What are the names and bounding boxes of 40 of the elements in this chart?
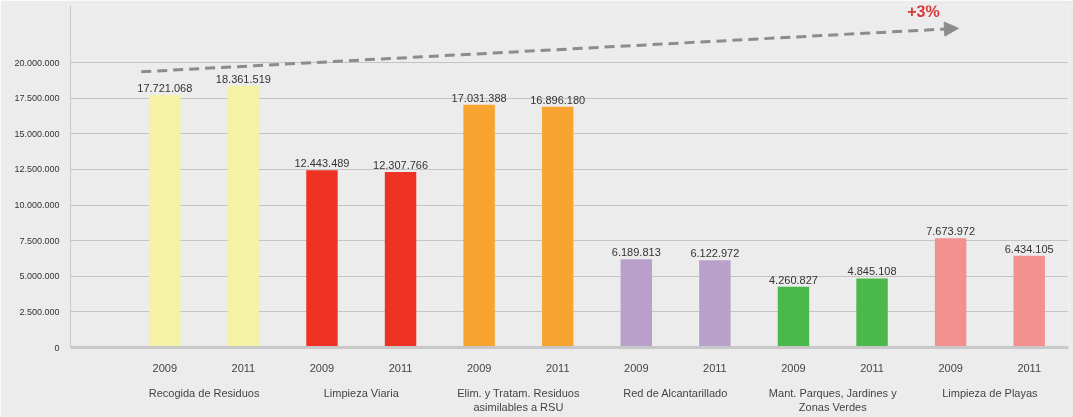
x-tick-label: Mant. Parques, Jardines y Zonas Verdes — [768, 386, 898, 413]
data-label: 4.260.827 — [768, 273, 818, 286]
series-label: 2011 — [231, 361, 256, 374]
text: 2009 — [781, 361, 806, 374]
text: 2011 — [860, 361, 884, 374]
x-tick-label: Limpieza Viaria — [323, 386, 400, 399]
y-tick-label: 12.500.000 — [14, 164, 60, 175]
data-label: 12.307.766 — [373, 159, 429, 172]
data-label: 17.721.068 — [137, 81, 193, 94]
data-label: 6.122.972 — [690, 247, 740, 260]
y-tick-label: 15.000.000 — [14, 128, 60, 139]
data-label: 12.443.489 — [294, 157, 350, 170]
y-tick-label: 17.500.000 — [14, 93, 60, 104]
series-label: 2009 — [152, 361, 178, 374]
data-label: 6.434.105 — [1004, 242, 1054, 255]
y-tick-label: 7.500.000 — [19, 235, 60, 246]
text: 2009 — [466, 361, 492, 374]
data-label: 6.189.813 — [611, 246, 661, 259]
text: 2011 — [388, 361, 413, 374]
data-label: 4.845.108 — [847, 265, 897, 278]
text: 2009 — [309, 361, 335, 374]
text: 2009 — [624, 361, 649, 374]
text: 2011 — [545, 361, 570, 374]
data-label: 7.673.972 — [926, 225, 976, 238]
x-tick-label: Elim. y Tratam. Residuos asimilables a RSU — [457, 386, 580, 413]
y-tick-label: 5.000.000 — [19, 271, 60, 282]
data-label: 17.031.388 — [451, 91, 507, 104]
data-label: 18.361.519 — [215, 72, 271, 85]
x-tick-label: Limpieza de Playas — [942, 386, 1039, 399]
y-tick-label: 10.000.000 — [14, 200, 60, 210]
y-tick-label: 2.500.000 — [19, 306, 60, 317]
text: 2011 — [703, 361, 727, 374]
annotation: +3% — [907, 2, 940, 20]
y-tick-label: 20.000.000 — [14, 57, 60, 68]
x-tick-label: Red de Alcantarillado — [623, 386, 728, 399]
x-tick-label: Recogida de Residuos — [148, 386, 260, 399]
text: 2011 — [1017, 361, 1042, 374]
data-label: 16.896.180 — [530, 93, 586, 106]
text: 2009 — [938, 361, 963, 374]
y-tick-label: 0 — [54, 342, 60, 353]
